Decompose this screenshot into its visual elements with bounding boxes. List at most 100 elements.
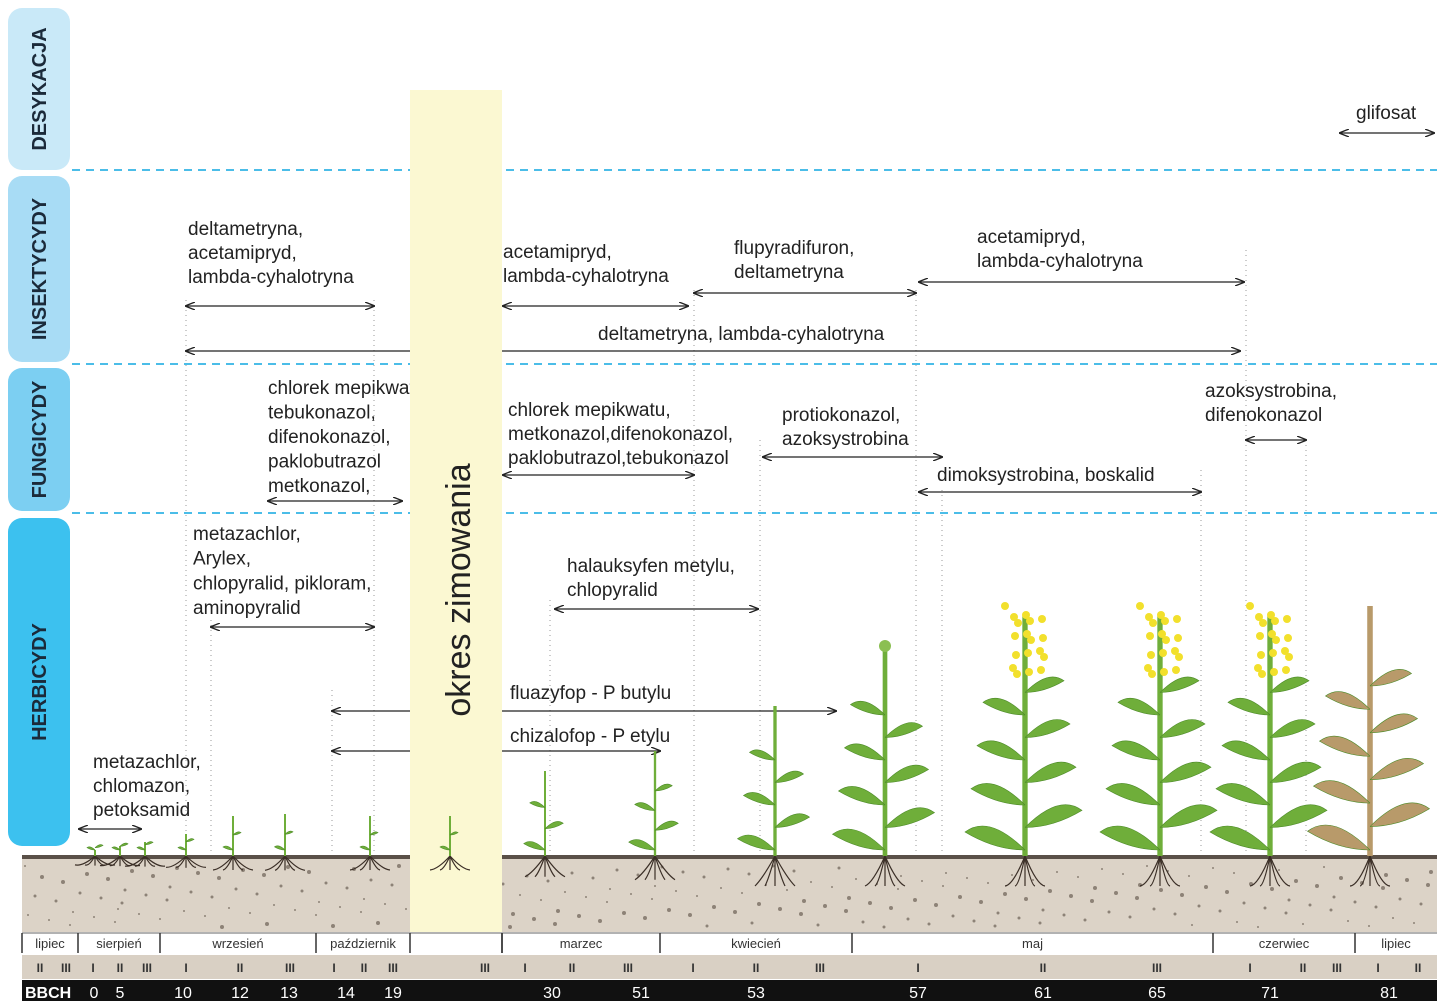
flower — [1259, 619, 1267, 627]
plant — [212, 816, 254, 871]
soil-grain — [307, 870, 311, 874]
treatment-label: chlomazon, — [93, 776, 190, 797]
soil-grain — [255, 892, 259, 896]
soil-grain — [564, 891, 566, 893]
root — [284, 855, 296, 871]
leaf — [222, 845, 234, 851]
bbch-stage: 61 — [1034, 985, 1052, 1001]
soil-grain — [1135, 896, 1139, 900]
treatment-label: protiokonazol, — [782, 405, 900, 426]
soil-grain — [54, 899, 58, 903]
soil-grain — [934, 903, 938, 907]
leaf — [1024, 719, 1071, 738]
decade-label: II — [117, 961, 124, 975]
decade-label: III — [285, 961, 295, 975]
decade-label: II — [237, 961, 244, 975]
soil-grain — [823, 904, 827, 908]
decade-label: I — [1376, 961, 1379, 975]
flower — [1161, 617, 1169, 625]
flower — [1283, 615, 1291, 623]
soil-grain — [138, 913, 140, 915]
soil-grain — [667, 908, 671, 912]
plant — [349, 816, 391, 871]
leaf — [628, 839, 656, 851]
root — [874, 855, 886, 887]
soil-grain — [1056, 871, 1058, 873]
treatment-label: difenokonazol, — [268, 427, 391, 448]
root — [222, 855, 234, 871]
leaf — [94, 844, 104, 849]
decade-label: II — [1300, 961, 1307, 975]
root — [524, 855, 546, 878]
treatment-label: paklobutrazol — [268, 452, 381, 473]
plant — [523, 771, 566, 878]
treatment-label: metkonazol,difenokonazol, — [508, 424, 733, 445]
soil-grain — [889, 906, 893, 910]
plant — [165, 834, 207, 868]
soil-grain — [1392, 917, 1394, 919]
bbch-stage: 5 — [116, 985, 125, 1001]
soil-grain — [120, 901, 124, 905]
root — [774, 855, 796, 887]
soil-grain — [61, 880, 65, 884]
treatment-label: lambda-cyhalotryna — [977, 251, 1143, 272]
soil-grain — [519, 894, 521, 896]
soil-grain — [1128, 915, 1132, 919]
soil-grain — [1429, 870, 1433, 874]
decade-row — [22, 955, 1437, 979]
root — [109, 855, 121, 867]
soil-grain — [151, 874, 155, 878]
soil-grain — [144, 893, 148, 897]
root — [449, 855, 471, 871]
soil-grain — [114, 921, 116, 923]
soil-grain — [1225, 890, 1229, 894]
soil-grain — [681, 870, 685, 874]
soil-grain — [286, 865, 290, 869]
category-label: DESYKACJA — [29, 27, 51, 150]
decade-label: III — [61, 961, 71, 975]
decade-label: I — [691, 961, 694, 975]
soil-grain — [183, 910, 185, 912]
flower — [1149, 619, 1157, 627]
flower — [1147, 651, 1155, 659]
soil-grain — [1003, 892, 1007, 896]
bbch-stage: 57 — [909, 985, 927, 1001]
leaf — [748, 749, 776, 761]
root — [264, 855, 286, 871]
overwintering-band — [410, 90, 502, 932]
soil-grain — [577, 914, 581, 918]
soil-grain — [1083, 918, 1087, 922]
leaf — [1369, 757, 1425, 780]
root — [1269, 855, 1291, 887]
root — [175, 855, 187, 868]
flower — [1257, 651, 1265, 659]
flower — [1256, 632, 1264, 640]
treatment-label: chlopyralid, pikloram, — [193, 573, 371, 594]
soil-grain — [996, 911, 1000, 915]
root — [349, 855, 371, 871]
soil-grain — [675, 890, 677, 892]
treatment-label: Arylex, — [193, 549, 251, 570]
soil-grain — [553, 922, 557, 926]
soil-grain — [688, 913, 692, 917]
leaf — [1312, 780, 1371, 804]
root — [439, 855, 451, 871]
leaf — [1215, 783, 1271, 806]
flower — [1011, 632, 1019, 640]
soil-grain — [1329, 908, 1333, 912]
leaf — [884, 807, 936, 828]
soil-grain — [1315, 884, 1319, 888]
flower — [1285, 653, 1293, 661]
soil-grain — [1032, 879, 1034, 881]
treatment-label: chizalofop - P etylu — [510, 726, 670, 747]
treatment-label: metkonazol, — [268, 476, 370, 497]
soil-grain — [1101, 868, 1103, 870]
leaf — [1159, 676, 1200, 693]
root — [1159, 855, 1171, 887]
soil-grain — [972, 919, 976, 923]
leaf — [1024, 804, 1083, 828]
soil-grain — [318, 901, 320, 903]
soil-grain — [540, 899, 542, 901]
root — [134, 855, 146, 867]
bbch-stage: 81 — [1380, 985, 1398, 1001]
